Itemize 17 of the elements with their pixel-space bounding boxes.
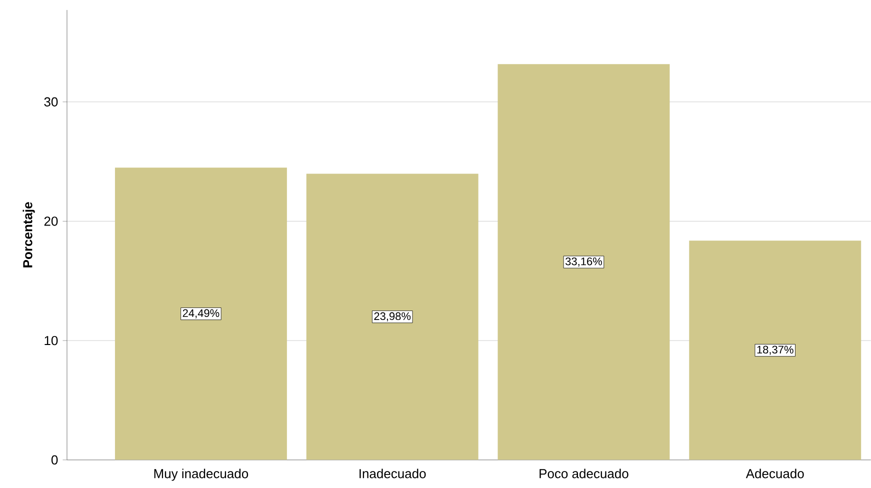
y-axis-title: Porcentaje (22, 202, 35, 268)
bar (689, 240, 862, 460)
data-label: 33,16% (566, 258, 602, 267)
data-label: 24,49% (182, 309, 220, 318)
x-tick-label: Adecuado (746, 468, 804, 478)
x-tick-label: Poco adecuado (540, 468, 628, 478)
x-tick-label: Inadecuado (360, 468, 426, 478)
y-tick-label: 10 (44, 336, 58, 346)
bar (306, 174, 478, 460)
data-label: 18,37% (757, 346, 794, 355)
bar (498, 64, 670, 460)
x-tick-label: Muy inadecuado (154, 468, 248, 481)
y-tick-label: 30 (44, 97, 58, 107)
bar (114, 168, 287, 460)
y-tick-label: 0 (51, 455, 58, 465)
data-label: 23,98% (374, 312, 411, 322)
y-tick-label: 20 (44, 216, 58, 226)
